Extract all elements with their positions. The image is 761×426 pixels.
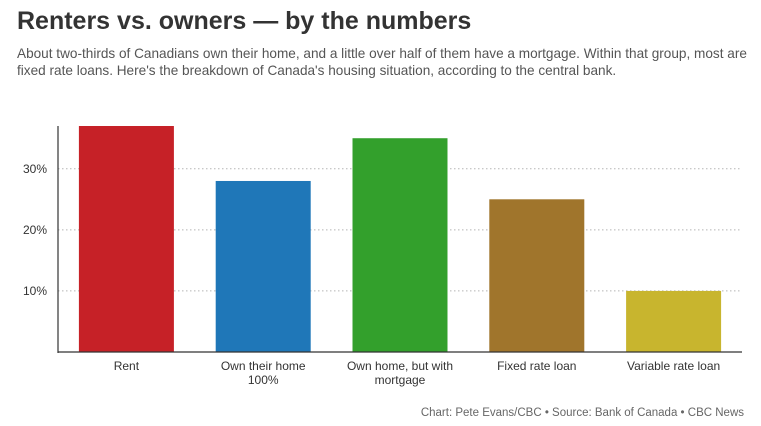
bar [626,290,722,352]
bar [489,199,585,352]
y-tick-label: 10% [23,284,47,298]
y-tick-label: 20% [23,223,47,237]
chart-title: Renters vs. owners — by the numbers [17,7,472,35]
y-tick-label: 30% [23,162,47,176]
x-category-label: Variable rate loan [627,359,720,373]
chart-credit: Chart: Pete Evans/CBC • Source: Bank of … [420,407,744,419]
bar [215,180,311,352]
x-category-label: Fixed rate loan [497,359,576,373]
x-category-label: Own home, but with [347,359,453,373]
x-category-label: mortgage [375,373,426,387]
bar [352,138,448,352]
x-category-label: 100% [248,373,279,387]
x-category-label: Own their home [221,359,306,373]
bar [78,126,174,352]
x-category-label: Rent [114,359,140,373]
chart-subtitle: About two-thirds of Canadians own their … [17,46,747,78]
